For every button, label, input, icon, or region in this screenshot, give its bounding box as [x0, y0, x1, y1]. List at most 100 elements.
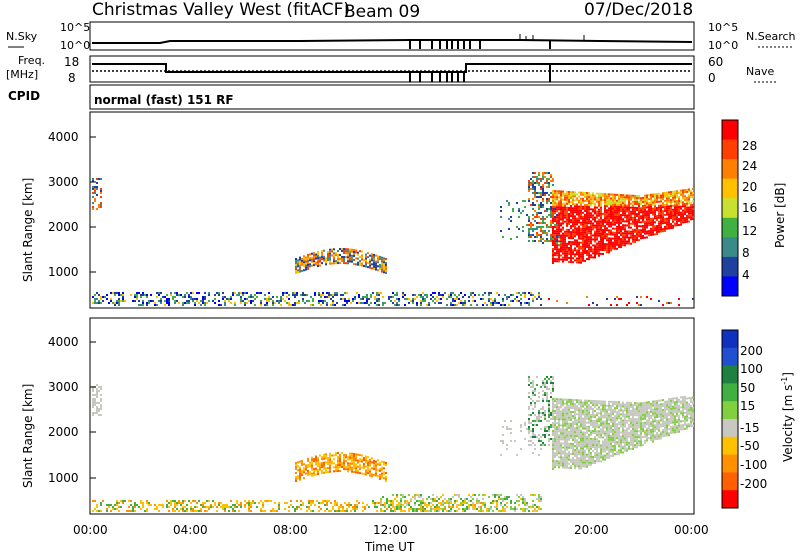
power-echo — [302, 294, 304, 296]
power-echo — [558, 240, 560, 242]
velocity-echo — [574, 437, 576, 439]
power-colorbar-band — [722, 257, 738, 277]
power-echo — [674, 223, 676, 225]
velocity-echo — [396, 496, 398, 498]
power-echo — [325, 261, 327, 263]
velocity-echo — [486, 508, 488, 510]
velocity-echo — [594, 432, 596, 434]
power-echo — [554, 210, 556, 212]
velocity-echo — [390, 502, 392, 504]
power-echo — [528, 200, 530, 202]
velocity-echo — [570, 459, 572, 461]
velocity-echo — [375, 471, 377, 473]
velocity-echo — [578, 451, 580, 453]
velocity-echo — [307, 460, 309, 462]
power-echo — [560, 246, 562, 248]
power-cb-tick-12: 12 — [742, 224, 757, 238]
velocity-echo — [574, 421, 576, 423]
power-echo — [624, 200, 626, 202]
power-echo — [319, 257, 321, 259]
velocity-echo — [554, 438, 556, 440]
power-echo — [432, 300, 434, 302]
power-echo — [674, 207, 676, 209]
power-echo — [448, 296, 450, 298]
power-echo — [142, 302, 144, 304]
power-echo — [580, 198, 582, 200]
power-echo — [572, 191, 574, 193]
velocity-echo — [538, 392, 540, 394]
power-echo — [373, 264, 375, 266]
velocity-echo — [297, 461, 299, 463]
velocity-echo — [582, 454, 584, 456]
velocity-echo — [594, 454, 596, 456]
power-echo — [594, 195, 596, 197]
velocity-echo — [472, 508, 474, 510]
velocity-echo — [138, 506, 140, 508]
velocity-echo — [270, 510, 272, 512]
velocity-echo — [365, 466, 367, 468]
velocity-echo — [546, 382, 548, 384]
velocity-echo — [132, 508, 134, 510]
velocity-echo — [536, 436, 538, 438]
velocity-echo — [564, 463, 566, 465]
power-echo — [492, 304, 494, 306]
velocity-echo — [566, 427, 568, 429]
velocity-echo — [372, 502, 374, 504]
power-echo — [260, 304, 262, 306]
velocity-echo — [333, 462, 335, 464]
velocity-echo — [294, 510, 296, 512]
power-echo — [327, 255, 329, 257]
velocity-echo — [434, 506, 436, 508]
power-echo — [288, 304, 290, 306]
velocity-echo — [408, 504, 410, 506]
velocity-echo — [538, 498, 540, 500]
power-echo — [584, 222, 586, 224]
velocity-echo — [546, 430, 548, 432]
velocity-echo — [334, 504, 336, 506]
power-echo — [538, 172, 540, 174]
velocity-echo — [590, 444, 592, 446]
power-echo — [96, 302, 98, 304]
velocity-echo — [355, 469, 357, 471]
velocity-echo — [584, 404, 586, 406]
velocity-echo — [548, 412, 550, 414]
velocity-echo — [470, 504, 472, 506]
velocity-echo — [566, 419, 568, 421]
power-echo — [590, 216, 592, 218]
velocity-echo — [311, 467, 313, 469]
power-echo — [668, 209, 670, 211]
velocity-echo — [598, 400, 600, 402]
velocity-echo — [378, 502, 380, 504]
velocity-echo — [324, 500, 326, 502]
velocity-echo — [377, 459, 379, 461]
power-echo — [313, 264, 315, 266]
velocity-echo — [614, 425, 616, 427]
velocity-echo — [383, 467, 385, 469]
velocity-echo — [244, 500, 246, 502]
power-echo — [570, 255, 572, 257]
power-echo — [622, 212, 624, 214]
power-echo — [604, 197, 606, 199]
velocity-echo — [420, 506, 422, 508]
power-echo — [422, 298, 424, 300]
power-echo — [602, 233, 604, 235]
velocity-echo — [134, 506, 136, 508]
power-echo — [680, 222, 682, 224]
power-echo — [570, 247, 572, 249]
velocity-echo — [574, 467, 576, 469]
power-echo — [648, 222, 650, 224]
velocity-echo — [612, 445, 614, 447]
velocity-echo — [357, 466, 359, 468]
velocity-echo — [284, 502, 286, 504]
power-echo — [520, 212, 522, 214]
power-echo — [568, 229, 570, 231]
power-echo — [369, 255, 371, 257]
velocity-echo — [554, 456, 556, 458]
power-echo — [550, 238, 552, 240]
velocity-echo — [586, 402, 588, 404]
velocity-echo — [299, 479, 301, 481]
velocity-echo — [458, 494, 460, 496]
velocity-echo — [610, 437, 612, 439]
velocity-echo — [586, 454, 588, 456]
power-echo — [150, 300, 152, 302]
